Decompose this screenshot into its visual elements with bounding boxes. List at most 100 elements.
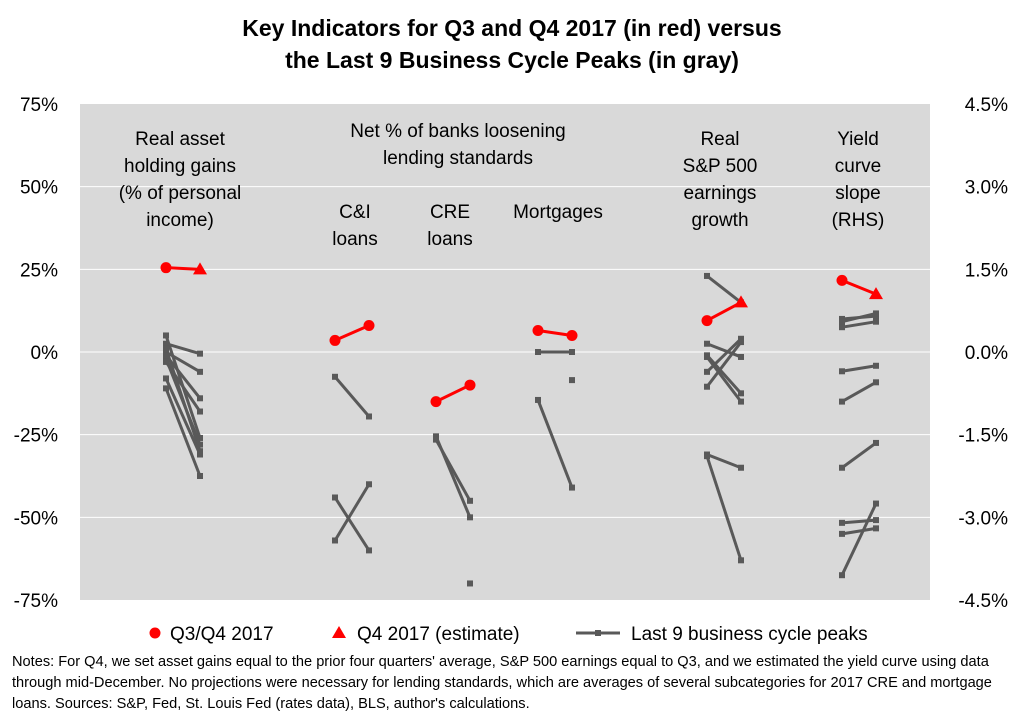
peak-point xyxy=(873,362,879,369)
peak-line xyxy=(705,337,743,373)
peak-point xyxy=(873,318,879,325)
right-axis-tick-label: -3.0% xyxy=(958,508,1008,529)
peak-line xyxy=(841,320,877,329)
peak-point xyxy=(366,413,372,420)
peak-point xyxy=(197,350,203,357)
peak-point xyxy=(839,519,845,526)
q3-point xyxy=(329,334,341,346)
annotation-yield-curve: curve xyxy=(835,156,881,177)
peak-line xyxy=(164,361,202,413)
peak-point xyxy=(163,349,169,355)
peak-line xyxy=(841,526,877,536)
peak-point xyxy=(163,355,169,362)
annotation-yield-curve: (RHS) xyxy=(832,210,885,231)
right-axis-tick-label: 4.5% xyxy=(965,95,1008,116)
peak-line xyxy=(164,358,202,446)
peak-point xyxy=(738,557,744,564)
peak-point xyxy=(197,395,203,402)
q3-point xyxy=(701,315,713,327)
peak-point xyxy=(433,433,439,440)
peak-point xyxy=(535,349,541,355)
left-axis-tick-label: -25% xyxy=(14,426,58,447)
peak-point xyxy=(704,368,710,375)
annotation-sp500: Real xyxy=(700,129,739,150)
peak-point xyxy=(738,353,744,360)
peak-point xyxy=(366,481,372,488)
peak-point xyxy=(873,500,879,507)
annotation-ci-loans: C&I xyxy=(339,202,371,223)
q4-estimate-point xyxy=(193,262,207,275)
right-axis-tick-label: 1.5% xyxy=(965,260,1008,281)
q3-point xyxy=(836,274,848,286)
peak-point xyxy=(873,525,879,532)
q3-point xyxy=(532,325,544,337)
annotation-yield-curve: slope xyxy=(835,183,880,204)
peak-point xyxy=(467,497,473,504)
peak-point xyxy=(839,398,845,405)
peak-line xyxy=(841,381,877,403)
peak-point xyxy=(873,439,879,446)
peak-line xyxy=(706,342,742,359)
peak-line xyxy=(841,311,877,324)
peak-point xyxy=(704,453,710,460)
peak-point xyxy=(332,373,338,380)
current-line xyxy=(841,278,877,296)
peak-point xyxy=(197,434,203,441)
peak-point xyxy=(197,473,203,479)
legend-q4-estimate-label: Q4 2017 (estimate) xyxy=(357,624,520,645)
peak-line xyxy=(164,377,202,456)
peak-point xyxy=(569,349,575,355)
peak-point xyxy=(467,514,473,521)
annotation-yield-curve: Yield xyxy=(837,129,879,150)
left-axis-tick-label: -75% xyxy=(14,591,58,612)
annotation-cre-loans: loans xyxy=(427,229,472,250)
annotation-cre-loans: CRE xyxy=(430,202,470,223)
chart-title-line1: Key Indicators for Q3 and Q4 2017 (in re… xyxy=(242,15,782,41)
peak-point xyxy=(839,368,845,375)
annotation-ci-loans: loans xyxy=(332,229,377,250)
annotation-bank-standards: Net % of banks loosening xyxy=(350,121,565,142)
peak-point xyxy=(569,377,575,384)
q3-point xyxy=(160,262,172,274)
peak-point xyxy=(839,318,845,325)
annotation-asset-gains: holding gains xyxy=(124,156,236,177)
chart-svg: 75% 4.5% 50% 3.0% 25% 1.5% 0% 0.0% -25% -1.5% -50%… xyxy=(14,95,1008,645)
peak-point xyxy=(366,547,372,554)
peak-line xyxy=(840,502,878,576)
peak-point xyxy=(197,451,203,458)
peak-point xyxy=(704,353,710,360)
peak-line xyxy=(841,441,877,469)
peak-point xyxy=(839,464,845,471)
chart-title-line2: the Last 9 Business Cycle Peaks (in gray… xyxy=(285,47,739,73)
peak-line xyxy=(841,364,877,373)
peak-point xyxy=(704,272,710,279)
peak-point xyxy=(467,580,473,587)
peak-line xyxy=(333,483,371,542)
annotation-asset-gains: income) xyxy=(146,210,214,231)
right-axis-tick-label: 0.0% xyxy=(965,343,1008,364)
peak-line xyxy=(333,496,371,552)
peak-line xyxy=(165,350,201,374)
chart-title: Key Indicators for Q3 and Q4 2017 (in re… xyxy=(0,12,1024,76)
annotation-mortgages: Mortgages xyxy=(513,202,603,223)
peak-point xyxy=(569,484,575,491)
q4-point xyxy=(566,329,578,341)
q3-point xyxy=(430,396,442,408)
peak-point xyxy=(839,530,845,537)
peak-line xyxy=(164,354,202,400)
right-axis-tick-label: -4.5% xyxy=(958,591,1008,612)
current-line xyxy=(435,383,471,403)
peak-line xyxy=(333,375,371,418)
q4-estimate-point xyxy=(734,295,748,308)
peak-point xyxy=(197,441,203,448)
peak-point xyxy=(163,385,169,392)
current-line xyxy=(334,324,370,342)
legend-peaks-label: Last 9 business cycle peaks xyxy=(631,624,868,645)
peak-line xyxy=(164,387,202,477)
peak-line xyxy=(165,342,201,356)
annotation-bank-standards: lending standards xyxy=(383,148,533,169)
peak-point xyxy=(433,436,439,443)
peak-point xyxy=(535,396,541,403)
peak-line xyxy=(434,438,472,502)
right-axis-tick-label: 3.0% xyxy=(965,178,1008,199)
